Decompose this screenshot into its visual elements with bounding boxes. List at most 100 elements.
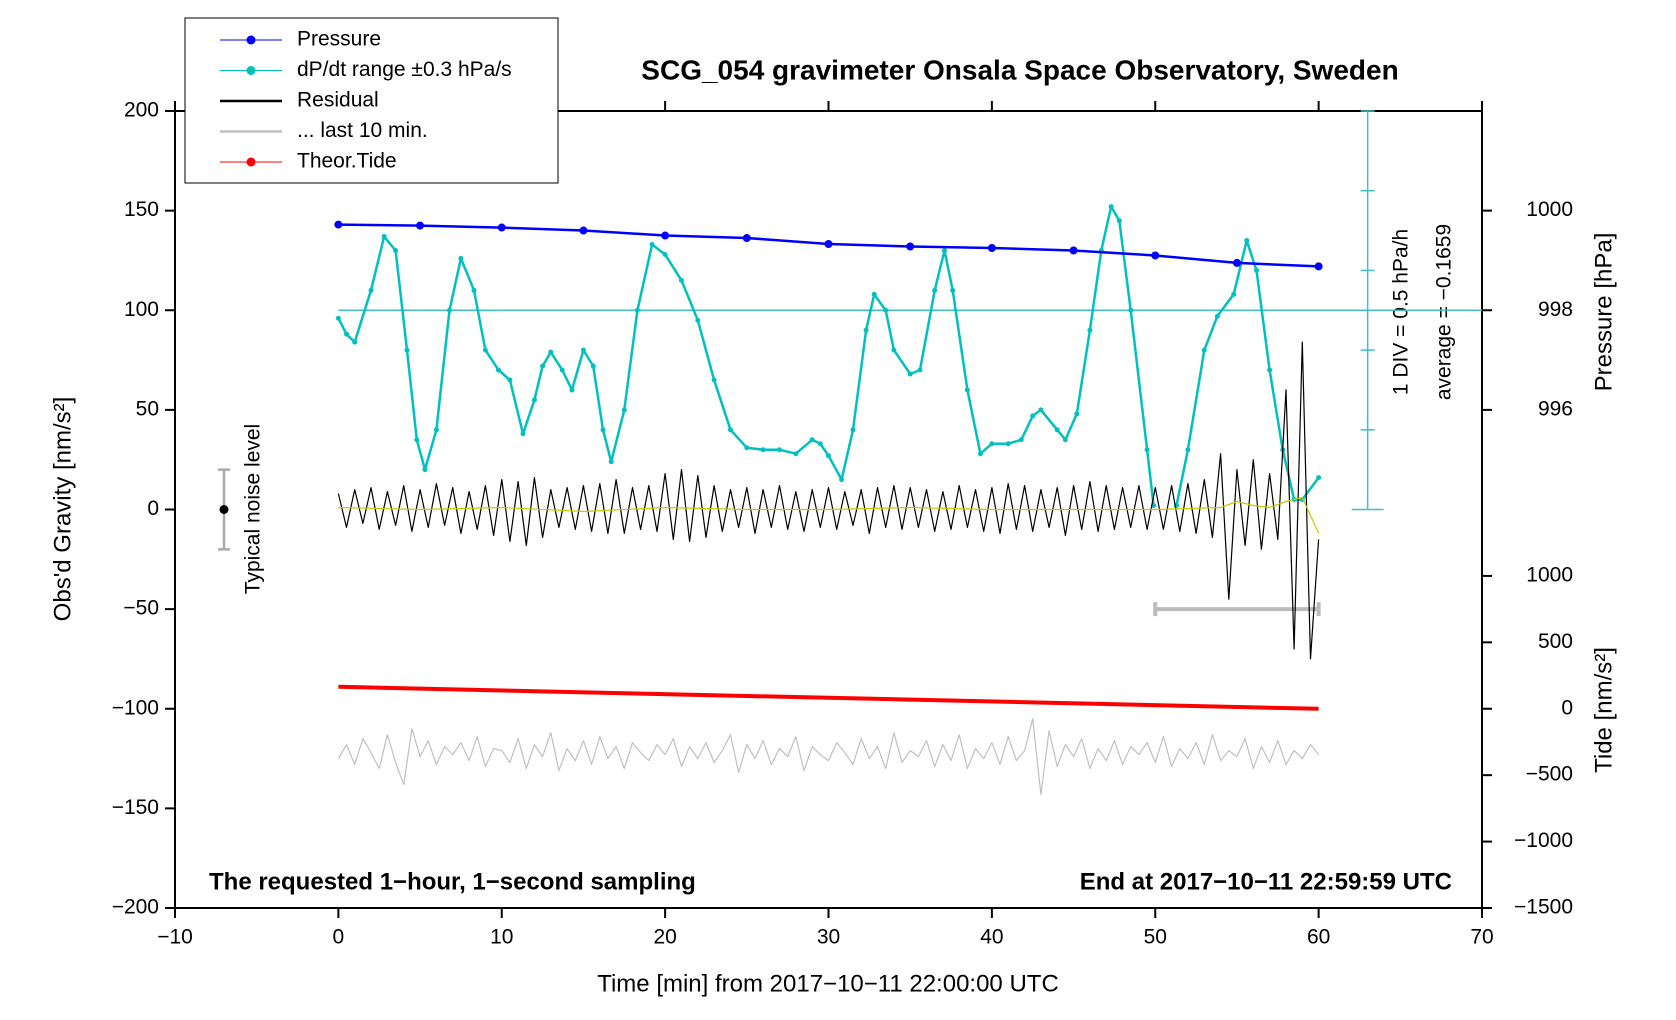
y3-tick-label: −500 xyxy=(1526,763,1573,786)
annotation: The requested 1−hour, 1−second sampling xyxy=(209,868,696,895)
series-point xyxy=(416,221,425,230)
series-point xyxy=(1267,367,1273,373)
series-point xyxy=(1116,218,1122,224)
series-point xyxy=(352,339,358,345)
series-point xyxy=(1074,411,1080,417)
series-point xyxy=(334,220,343,229)
y-tick-label: −150 xyxy=(112,796,159,819)
series-point xyxy=(695,317,701,323)
series-point xyxy=(471,287,477,293)
series-point xyxy=(1144,447,1150,453)
series-point xyxy=(381,234,387,240)
series-point xyxy=(1214,313,1220,319)
series-point xyxy=(1062,437,1068,443)
series-point xyxy=(817,441,823,447)
series-point xyxy=(1054,427,1060,433)
series-point xyxy=(590,363,596,369)
series-point xyxy=(863,327,869,333)
series-point xyxy=(1232,258,1241,267)
annotation: average = −0.1659 xyxy=(1433,224,1456,400)
series-point xyxy=(1030,413,1036,419)
series-point xyxy=(1316,475,1322,481)
series-point xyxy=(1231,291,1237,297)
series-point xyxy=(1108,204,1114,210)
legend-marker xyxy=(246,35,256,45)
series-point xyxy=(907,371,913,377)
x-tick-label: 0 xyxy=(333,926,345,949)
series-point xyxy=(1005,441,1011,447)
y2-tick-label: 1000 xyxy=(1526,198,1573,221)
x-tick-label: −10 xyxy=(157,926,193,949)
series-point xyxy=(742,234,751,243)
legend-label: Residual xyxy=(297,89,379,112)
series-point xyxy=(548,349,554,355)
series-point xyxy=(776,447,782,453)
series-point xyxy=(649,241,655,247)
series-point xyxy=(446,307,452,313)
series-point xyxy=(335,315,341,321)
series-point xyxy=(507,377,513,383)
y3-tick-label: −1500 xyxy=(1514,896,1573,919)
series-point xyxy=(1069,246,1078,255)
series-point xyxy=(1128,307,1134,313)
annotation: End at 2017−10−11 22:59:59 UTC xyxy=(1080,868,1452,895)
annotation: 1 DIV = 0.5 hPa/h xyxy=(1390,229,1413,395)
series-point xyxy=(1038,407,1044,413)
series-point xyxy=(368,287,374,293)
series-point xyxy=(871,291,877,297)
y3-tick-label: 500 xyxy=(1538,630,1573,653)
series-point xyxy=(977,451,983,457)
series-point xyxy=(414,437,420,443)
x-tick-label: 70 xyxy=(1470,926,1493,949)
y2-axis-label: Pressure [hPa] xyxy=(1590,233,1617,392)
legend-label: Pressure xyxy=(297,28,381,51)
legend: Pressure dP/dt range ±0.3 hPa/s Residual..… xyxy=(184,17,559,184)
series-point xyxy=(964,387,970,393)
series-point xyxy=(569,387,575,393)
noise-point xyxy=(219,505,229,514)
y3-axis-label: Tide [nm/s²] xyxy=(1590,647,1617,773)
series-point xyxy=(883,307,889,313)
y3-tick-label: 1000 xyxy=(1526,563,1573,586)
y-tick-label: −200 xyxy=(112,896,159,919)
series-point xyxy=(906,242,915,251)
series-point xyxy=(824,239,833,248)
x-tick-label: 20 xyxy=(653,926,676,949)
series-point xyxy=(1087,327,1093,333)
series-line xyxy=(337,205,1155,506)
series-point xyxy=(634,307,640,313)
y-tick-label: 200 xyxy=(124,99,159,122)
series-point xyxy=(404,347,410,353)
series-point xyxy=(839,477,845,483)
series-point xyxy=(580,347,586,353)
x-axis-label: Time [min] from 2017−10−11 22:00:00 UTC xyxy=(597,970,1059,997)
series-point xyxy=(941,247,947,253)
series-point xyxy=(1254,267,1260,273)
series-point xyxy=(540,363,546,369)
series-point xyxy=(458,255,464,261)
series-point xyxy=(520,431,526,437)
series-point xyxy=(989,441,995,447)
series-point xyxy=(826,453,831,459)
legend-label: ... last 10 min. xyxy=(297,119,428,142)
y-tick-label: 100 xyxy=(124,298,159,321)
x-tick-label: 50 xyxy=(1144,926,1167,949)
y3-tick-label: −1000 xyxy=(1514,829,1573,852)
series-line xyxy=(337,718,1320,795)
series-point xyxy=(422,467,428,473)
y-tick-label: 150 xyxy=(124,198,159,221)
legend-marker xyxy=(246,66,256,75)
series-point xyxy=(495,367,501,373)
series-point xyxy=(987,243,996,252)
series-point xyxy=(393,247,399,253)
series-point xyxy=(744,445,750,451)
series-point xyxy=(727,427,733,433)
series-point xyxy=(621,407,627,413)
series-point xyxy=(917,367,923,373)
series-point xyxy=(559,367,565,373)
series-point xyxy=(760,447,766,453)
series-point xyxy=(497,223,506,232)
series-point xyxy=(600,427,606,433)
series-line xyxy=(337,341,1320,660)
